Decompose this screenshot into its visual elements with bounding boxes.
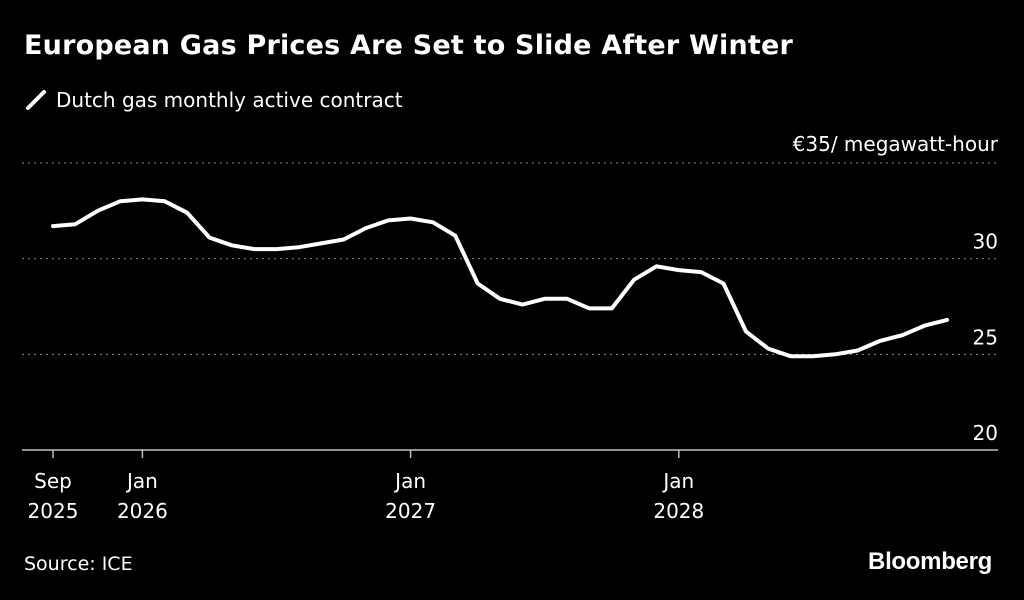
x-tick-label-month-2: Jan: [393, 469, 426, 493]
x-tick-label-year-2: 2027: [385, 499, 436, 523]
y-tick-label-25: 25: [973, 325, 998, 349]
legend-swatch-icon: [26, 90, 46, 110]
y-tick-label-30: 30: [973, 230, 998, 254]
x-tick-label-month-0: Sep: [34, 469, 72, 493]
legend: Dutch gas monthly active contract: [24, 88, 403, 112]
y-unit-label: €35/ megawatt-hour: [793, 132, 999, 156]
legend-label: Dutch gas monthly active contract: [56, 88, 403, 112]
source-note: Source: ICE: [24, 553, 133, 575]
x-tick-label-month-1: Jan: [125, 469, 158, 493]
chart-title: European Gas Prices Are Set to Slide Aft…: [24, 30, 794, 61]
x-tick-label-year-1: 2026: [117, 499, 168, 523]
series-line-0: [51, 197, 949, 359]
x-tick-label-year-0: 2025: [28, 499, 79, 523]
x-tick-label-month-3: Jan: [661, 469, 694, 493]
x-tick-label-year-3: 2028: [653, 499, 704, 523]
y-tick-label-20: 20: [973, 421, 998, 445]
bloomberg-logo: Bloomberg: [868, 548, 992, 575]
